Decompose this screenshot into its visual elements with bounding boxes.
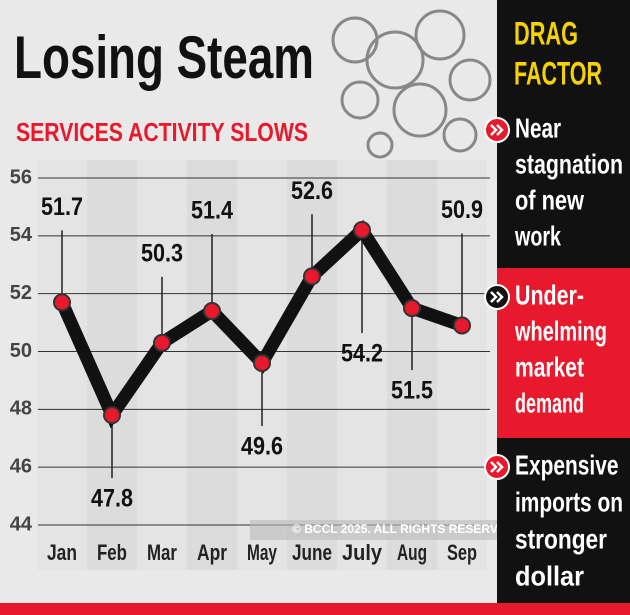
sidebar-item-line: work xyxy=(514,220,561,251)
marker xyxy=(353,221,371,240)
marker xyxy=(53,293,71,312)
y-tick-label: 46 xyxy=(10,455,32,477)
x-tick-label: Mar xyxy=(147,540,177,565)
x-tick-label: Apr xyxy=(197,540,227,565)
value-label: 52.6 xyxy=(291,177,333,205)
y-tick-label: 56 xyxy=(10,166,32,188)
sidebar-item-line: demand xyxy=(515,387,584,418)
value-label: 51.4 xyxy=(191,197,233,225)
sidebar-item-line: imports on xyxy=(515,486,623,517)
x-tick-label: June xyxy=(292,540,332,565)
value-label: 50.3 xyxy=(141,239,183,267)
sidebar-highlight xyxy=(497,268,630,438)
watermark-bg xyxy=(250,520,560,540)
value-label: 50.9 xyxy=(441,196,483,224)
marker xyxy=(453,316,471,335)
bullet-arrow xyxy=(490,291,504,303)
marker xyxy=(303,267,321,286)
x-tick-label: Sep xyxy=(447,540,477,565)
sidebar-item: Expensive imports on stronger dollar xyxy=(484,449,623,591)
sidebar-item: Under-whelming market demand xyxy=(484,279,607,418)
marker xyxy=(253,354,271,373)
marker xyxy=(203,302,221,321)
chart-title: Losing Steam xyxy=(14,24,314,91)
marker xyxy=(103,406,121,425)
marker xyxy=(153,333,171,352)
x-tick-label: Jan xyxy=(47,540,77,565)
column-stripe xyxy=(37,160,87,570)
sidebar-item: Near stagnation of new work xyxy=(484,112,623,251)
plot-area: 44 46 48 50 52 54 56 © BCCL 2025. ALL RIGHTS RE… xyxy=(10,160,560,570)
chart-subtitle: SERVICES ACTIVITY SLOWS xyxy=(16,117,308,147)
y-tick-label: 44 xyxy=(10,513,33,535)
gears xyxy=(331,9,492,159)
y-tick-label: 52 xyxy=(10,282,32,304)
y-tick-label: 54 xyxy=(10,224,33,246)
sidebar-title: DRAG xyxy=(514,15,578,51)
value-label: 47.8 xyxy=(91,485,133,513)
sidebar-item-line: stagnation xyxy=(515,148,623,179)
column-stripe xyxy=(187,160,237,570)
x-tick-label: July xyxy=(342,540,383,565)
sidebar-content: DRAG FACTOR Near stagnation of new work Under-… xyxy=(484,15,623,591)
marker xyxy=(403,299,421,318)
bullet-arrow xyxy=(490,461,504,473)
sidebar-item-line: Near xyxy=(515,112,561,143)
x-tick-label: Feb xyxy=(97,540,127,565)
value-label: 54.2 xyxy=(341,340,383,368)
value-label: 51.5 xyxy=(391,377,433,405)
value-label: 51.7 xyxy=(41,193,83,221)
x-tick-label: May xyxy=(247,540,278,565)
sidebar-item-line: of new xyxy=(515,184,584,215)
sidebar-item-line: Expensive xyxy=(515,449,619,480)
sidebar-item-line: market xyxy=(515,351,584,382)
sidebar-item-line: dollar xyxy=(515,560,584,591)
sidebar-title: FACTOR xyxy=(514,55,602,91)
value-label: 49.6 xyxy=(241,433,283,461)
sidebar-item-line: Under- xyxy=(515,279,584,310)
y-tick-label: 48 xyxy=(10,398,32,420)
bullet-arrow xyxy=(490,124,504,136)
watermark: © BCCL 2025. ALL RIGHTS RESERVED. xyxy=(292,522,518,536)
sidebar-item-line: whelming xyxy=(514,315,607,346)
column-stripe xyxy=(437,160,487,570)
y-tick-label: 50 xyxy=(10,340,32,362)
sidebar-item-line: stronger xyxy=(515,523,607,554)
bottom-bar xyxy=(0,603,630,615)
x-tick-label: Aug xyxy=(397,540,427,565)
